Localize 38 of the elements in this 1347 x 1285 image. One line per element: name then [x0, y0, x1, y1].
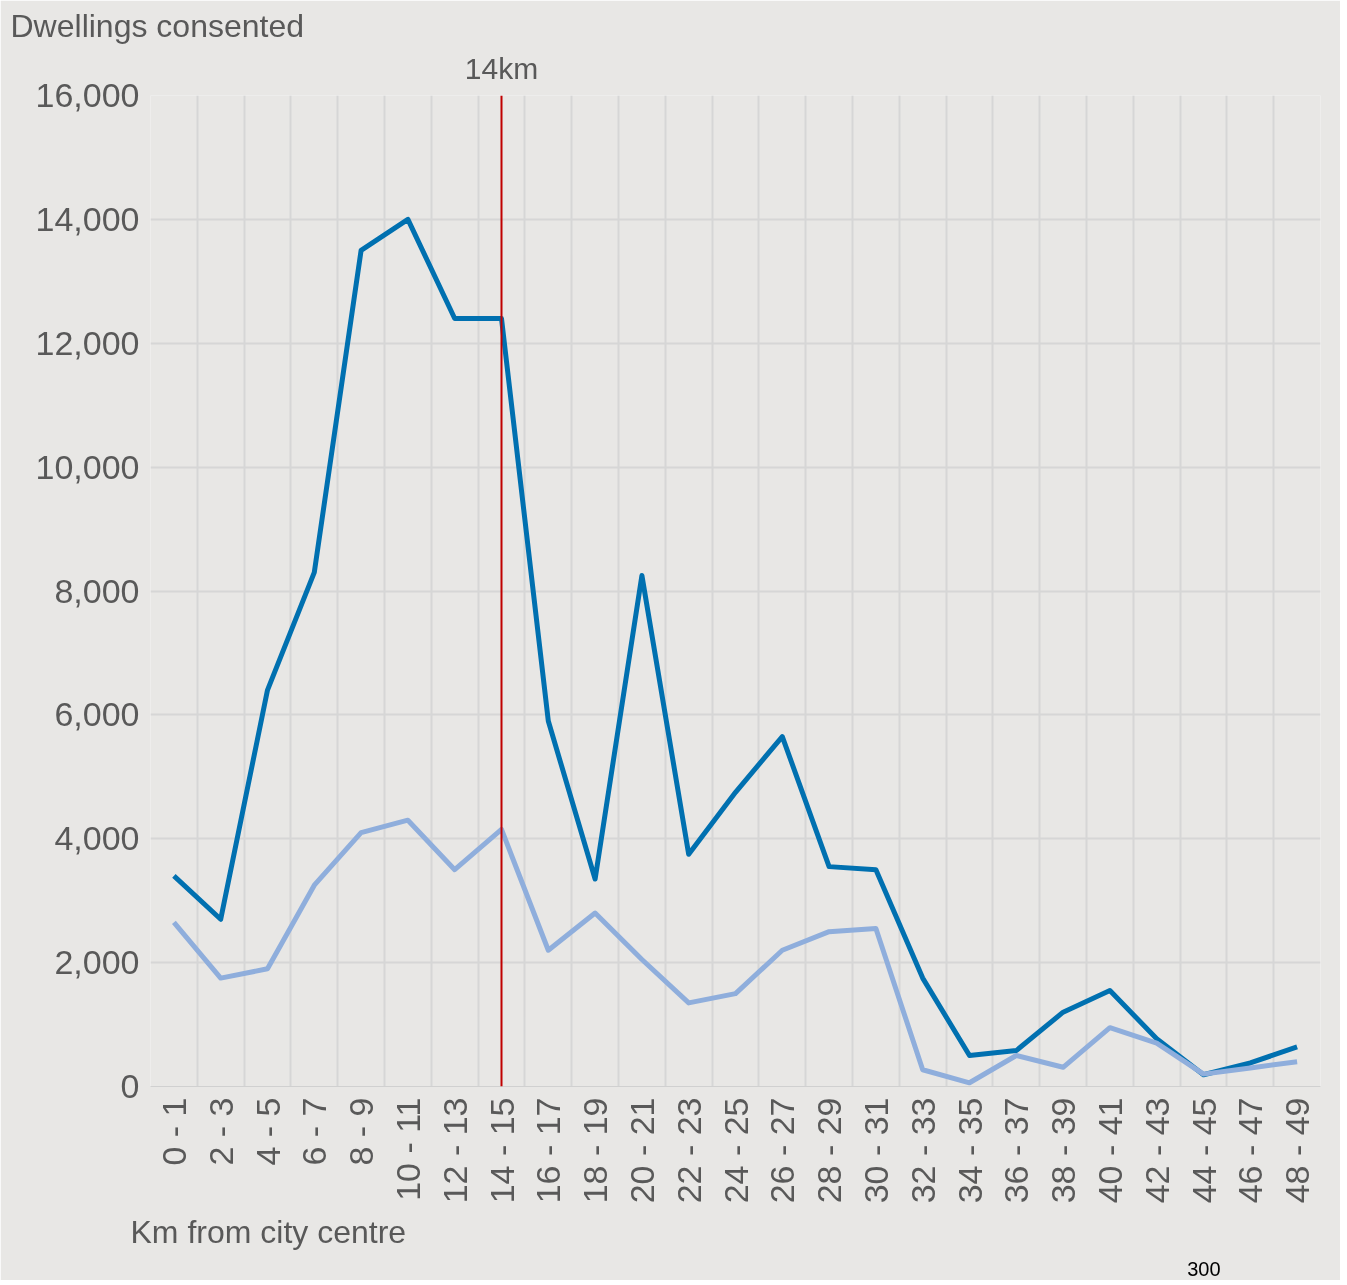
x-tick-label: 14 - 15: [482, 1097, 521, 1204]
x-tick-label: 18 - 19: [576, 1097, 615, 1204]
ref-line-label: 14km: [464, 51, 539, 85]
x-tick-label: 36 - 37: [997, 1097, 1036, 1204]
x-tick-label: 46 - 47: [1231, 1097, 1270, 1204]
y-tick-label: 14,000: [35, 199, 140, 238]
y-tick-label: 16,000: [35, 76, 140, 114]
x-tick-label: 2 - 3: [201, 1097, 240, 1166]
text: 300: [1187, 1257, 1221, 1280]
x-axis-title: Km from city centre: [130, 1213, 407, 1250]
x-tick-label: 20 - 21: [622, 1097, 661, 1204]
x-tick-label: 28 - 29: [810, 1097, 849, 1204]
x-tick-label: 26 - 27: [763, 1097, 802, 1204]
y-tick-label: 10,000: [35, 447, 140, 486]
y-tick-label: 8,000: [54, 571, 140, 610]
x-tick-label: 4 - 5: [248, 1097, 287, 1166]
x-tick-label: 34 - 35: [950, 1097, 989, 1204]
x-tick-label: 40 - 41: [1090, 1097, 1129, 1204]
x-tick-label: 22 - 23: [669, 1097, 708, 1204]
x-tick-label: 10 - 11: [388, 1097, 427, 1201]
x-tick-label: 44 - 45: [1184, 1097, 1223, 1204]
x-tick-label: 16 - 17: [529, 1097, 568, 1204]
y-axis-title: Dwellings consented: [10, 7, 304, 44]
x-tick-label: 8 - 9: [342, 1097, 381, 1166]
x-tick-label: 30 - 31: [856, 1097, 895, 1204]
x-tick-label: 24 - 25: [716, 1097, 755, 1204]
x-tick-label: 12 - 13: [435, 1097, 474, 1204]
x-tick-label: 6 - 7: [295, 1097, 334, 1166]
x-tick-label: 42 - 43: [1137, 1097, 1176, 1204]
y-tick-label: 4,000: [54, 819, 140, 858]
y-tick-label: 0: [120, 1067, 140, 1105]
x-tick-label: 48 - 49: [1278, 1097, 1317, 1204]
y-tick-label: 2,000: [54, 943, 140, 982]
y-tick-label: 6,000: [54, 695, 140, 734]
x-tick-label: 32 - 33: [903, 1097, 942, 1204]
y-tick-label: 12,000: [35, 323, 140, 362]
x-tick-label: 0 - 1: [154, 1097, 193, 1166]
x-tick-label: 38 - 39: [1044, 1097, 1083, 1204]
